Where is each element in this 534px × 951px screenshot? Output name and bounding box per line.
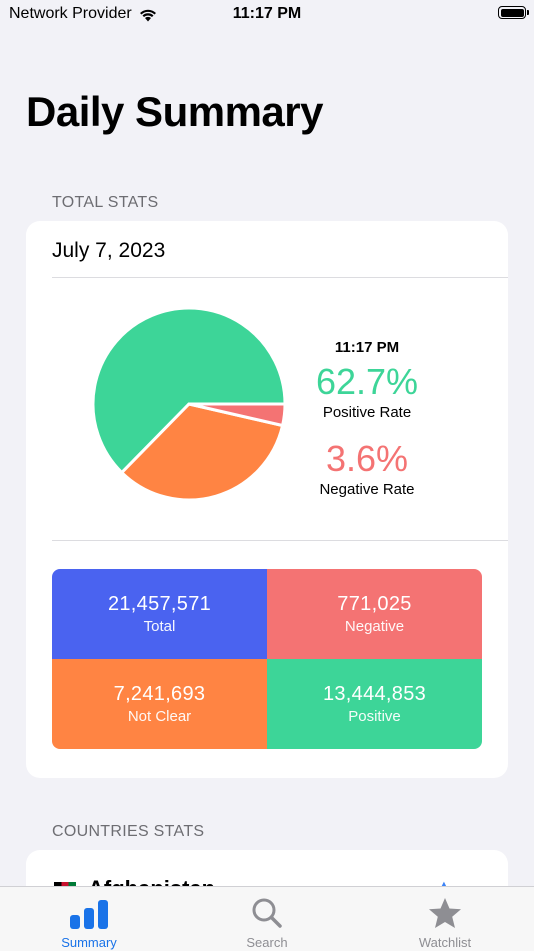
- negative-tile: 771,025 Negative: [267, 569, 482, 659]
- positive-tile: 13,444,853 Positive: [267, 659, 482, 749]
- negative-rate-label: Negative Rate: [319, 481, 415, 498]
- tab-summary[interactable]: Summary: [29, 893, 149, 950]
- wifi-icon: [139, 9, 156, 21]
- positive-label: Positive: [348, 708, 401, 725]
- positive-rate-value: 62.7%: [315, 361, 419, 402]
- status-time: 11:17 PM: [232, 5, 302, 22]
- battery-icon: [498, 6, 529, 19]
- negative-rate-value: 3.6%: [325, 438, 409, 479]
- not-clear-label: Not Clear: [127, 708, 192, 725]
- total-tile: 21,457,571 Total: [52, 569, 267, 659]
- divider: [52, 277, 508, 278]
- star-icon: [429, 898, 461, 928]
- countries-stats-header: COUNTRIES STATS: [52, 823, 205, 840]
- negative-label: Negative: [344, 618, 405, 635]
- chart-bar-icon: [70, 900, 108, 929]
- search-icon: [252, 898, 282, 928]
- tab-bar: Summary Search Watchlist: [0, 886, 534, 951]
- status-left: Network Provider: [9, 5, 158, 23]
- positive-rate-label: Positive Rate: [322, 404, 412, 421]
- tab-watchlist[interactable]: Watchlist: [385, 893, 505, 950]
- pie-slice-positive: [91, 306, 287, 475]
- tab-search[interactable]: Search: [207, 893, 327, 950]
- not-clear-tile: 7,241,693 Not Clear: [52, 659, 267, 749]
- tab-label: Summary: [61, 935, 117, 950]
- tab-label: Watchlist: [418, 935, 472, 950]
- total-label: Total: [143, 618, 176, 635]
- total-stats-card: July 7, 2023 11:17 PM 62.7% Positive Rat…: [26, 221, 508, 778]
- rates-panel: 11:17 PM 62.7% Positive Rate 3.6% Negati…: [306, 339, 428, 498]
- not-clear-value: 7,241,693: [113, 683, 206, 705]
- pie-slice-negative: [187, 402, 287, 427]
- status-bar: Network Provider 11:17 PM: [0, 0, 534, 30]
- total-stats-header: TOTAL STATS: [52, 194, 159, 211]
- carrier-label: Network Provider: [9, 5, 132, 22]
- negative-value: 771,025: [337, 593, 412, 615]
- stats-date: July 7, 2023: [52, 239, 166, 262]
- page-title: Daily Summary: [26, 88, 323, 135]
- total-value: 21,457,571: [107, 593, 212, 615]
- pie-slice-not-clear: [120, 402, 285, 502]
- positive-value: 13,444,853: [322, 683, 427, 705]
- rates-time: 11:17 PM: [334, 339, 400, 356]
- divider: [52, 540, 508, 541]
- pie-chart: [91, 306, 287, 502]
- stats-grid: 21,457,571 Total 771,025 Negative 7,241,…: [52, 569, 482, 749]
- tab-label: Search: [246, 935, 288, 950]
